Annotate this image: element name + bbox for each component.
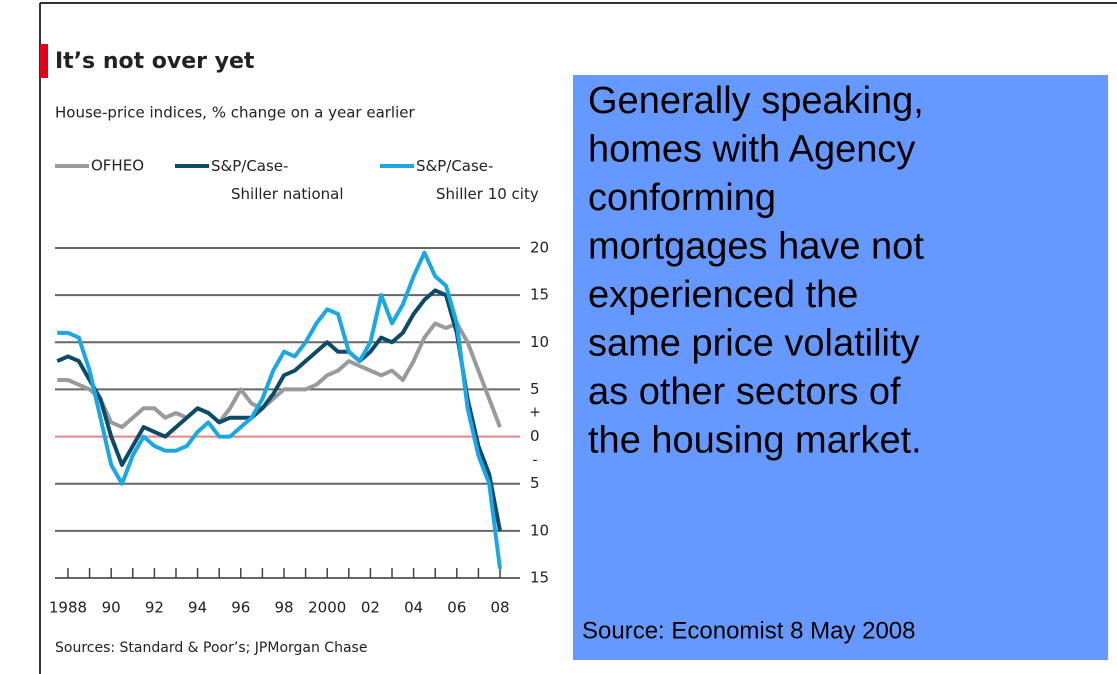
y-tick-label: 5 — [530, 474, 540, 492]
text-box-line: mortgages have not — [588, 226, 924, 268]
sign-label: + — [529, 405, 541, 421]
series-line — [57, 250, 502, 569]
text-box-line: homes with Agency — [588, 129, 915, 171]
text-box-line: conforming — [588, 177, 776, 219]
x-tick-label: 02 — [361, 599, 380, 617]
x-tick-label: 06 — [447, 599, 466, 617]
y-tick-label: 10 — [530, 521, 549, 539]
y-tick-label: 20 — [530, 239, 549, 257]
legend-label: S&P/Case-Shiller 10 city — [416, 157, 539, 203]
red-tag — [40, 44, 48, 78]
series-line — [57, 321, 502, 430]
y-tick-label: 15 — [530, 569, 549, 587]
sign-label: - — [532, 453, 537, 469]
chart-title: It’s not over yet — [55, 49, 255, 74]
text-box-source: Source: Economist 8 May 2008 — [582, 617, 916, 644]
x-tick-label: 94 — [188, 599, 207, 617]
x-tick-label: 2000 — [308, 599, 346, 617]
text-box-line: same price volatility — [588, 323, 920, 365]
x-tick-label: 08 — [490, 599, 509, 617]
chart-source: Sources: Standard & Poor’s; JPMorgan Cha… — [55, 640, 367, 656]
text-box — [573, 75, 1108, 660]
x-tick-label: 04 — [404, 599, 423, 617]
legend-label: OFHEO — [91, 157, 144, 175]
y-tick-label: 15 — [530, 286, 549, 304]
text-box-line: as other sectors of — [588, 371, 901, 413]
x-tick-label: 92 — [145, 599, 164, 617]
chart-subtitle: House-price indices, % change on a year … — [55, 104, 415, 122]
text-box-line: the housing market. — [588, 420, 922, 462]
x-tick-label: 98 — [274, 599, 293, 617]
legend-label: S&P/Case-Shiller national — [211, 157, 344, 203]
y-tick-label: 10 — [530, 333, 549, 351]
series-line — [56, 288, 502, 532]
y-tick-label: 5 — [530, 380, 540, 398]
text-box-line: Generally speaking, — [588, 80, 924, 122]
x-tick-label: 96 — [231, 599, 250, 617]
text-box-line: experienced the — [588, 274, 858, 316]
y-tick-label: 0 — [530, 427, 540, 445]
x-tick-label: 90 — [102, 599, 121, 617]
x-tick-label: 1988 — [49, 599, 87, 617]
